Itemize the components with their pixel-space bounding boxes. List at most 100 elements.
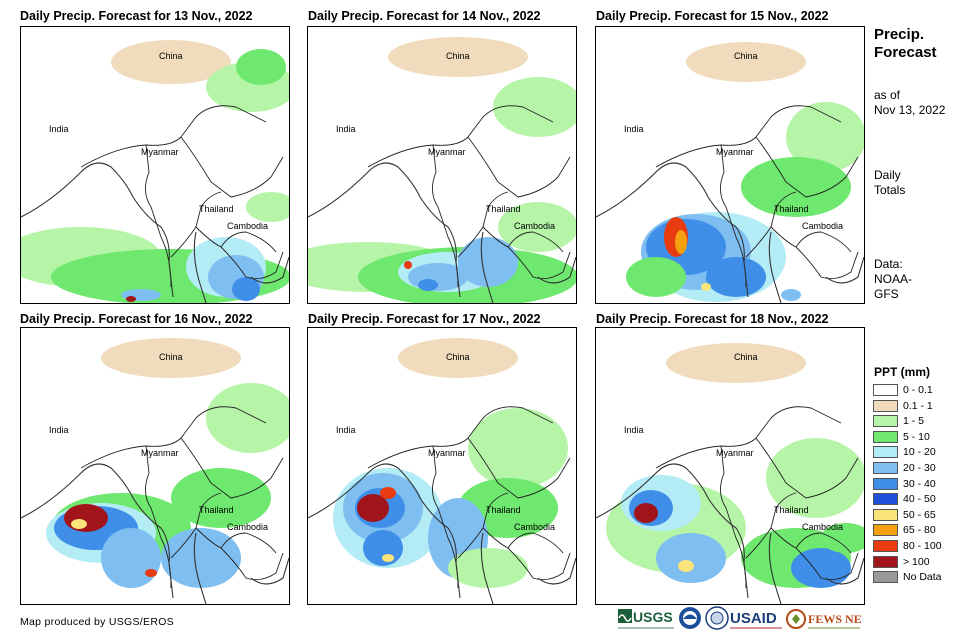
coastline (21, 162, 289, 303)
data-source-line1: Data: (874, 257, 903, 271)
legend-item: 1 - 5 (873, 414, 963, 429)
country-label-cambodia: Cambodia (227, 522, 268, 532)
side-title: Precip. Forecast (874, 26, 937, 62)
country-label-china: China (159, 51, 183, 61)
country-label-india: India (336, 124, 356, 134)
precip-area (206, 383, 289, 453)
usaid-logo: USAID (730, 610, 782, 629)
country-label-cambodia: Cambodia (514, 221, 555, 231)
as-of-label: as of (874, 88, 901, 102)
precip-area (161, 528, 241, 588)
precip-area (111, 40, 231, 84)
legend-item: No Data (873, 570, 963, 585)
legend-label: 40 - 50 (903, 493, 936, 506)
precip-area (786, 102, 864, 172)
precip-area (232, 277, 260, 301)
legend-label: 65 - 80 (903, 524, 936, 537)
precip-area (171, 468, 271, 528)
totals-line2: Totals (874, 183, 906, 197)
precip-area (448, 548, 528, 588)
legend-swatch (873, 571, 898, 584)
precip-area (675, 230, 687, 254)
precip-area (71, 519, 87, 529)
country-borders (367, 105, 571, 288)
map-title: Daily Precip. Forecast for 13 Nov., 2022 (20, 9, 253, 23)
legend-label: No Data (903, 571, 942, 584)
country-label-thailand: Thailand (774, 505, 809, 515)
country-label-myanmar: Myanmar (141, 448, 179, 458)
precip-area (380, 487, 396, 499)
fewsnet-logo: FEWS NET (786, 609, 862, 629)
country-label-myanmar: Myanmar (141, 147, 179, 157)
data-source-line2: NOAA- (874, 272, 913, 286)
legend-swatch (873, 524, 898, 537)
coastline (596, 463, 864, 604)
country-label-china: China (159, 352, 183, 362)
precip-area (701, 283, 711, 291)
legend-item: 5 - 10 (873, 430, 963, 445)
precip-area (791, 548, 851, 588)
country-label-india: India (49, 124, 69, 134)
forecast-map: China India Myanmar Thailand Cambodia (20, 26, 290, 304)
precip-area (468, 408, 568, 488)
precip-area (781, 289, 801, 301)
country-label-india: India (624, 124, 644, 134)
precip-area (404, 261, 412, 269)
legend-swatch (873, 430, 898, 443)
usgs-logo-text: USGS (633, 609, 673, 625)
country-label-myanmar: Myanmar (428, 448, 466, 458)
map-canvas: China India Myanmar Thailand Cambodia (596, 27, 864, 303)
precip-area (64, 504, 108, 532)
country-label-myanmar: Myanmar (428, 147, 466, 157)
legend-swatch (873, 493, 898, 506)
map-title: Daily Precip. Forecast for 15 Nov., 2022 (596, 9, 829, 23)
legend-item: 30 - 40 (873, 477, 963, 492)
precip-area (493, 77, 576, 137)
country-label-myanmar: Myanmar (716, 448, 754, 458)
map-canvas: China India Myanmar Thailand Cambodia (21, 328, 289, 604)
precip-area (498, 202, 576, 252)
precip-area (145, 569, 157, 577)
country-label-cambodia: Cambodia (802, 221, 843, 231)
side-title-line2: Forecast (874, 44, 937, 61)
legend-label: 50 - 65 (903, 508, 936, 521)
totals-note: Daily Totals (874, 168, 905, 198)
country-label-china: China (446, 352, 470, 362)
forecast-map: China India Myanmar Thailand Cambodia (595, 26, 865, 304)
map-canvas: China India Myanmar Thailand Cambodia (596, 328, 864, 604)
legend-item: 0 - 0.1 (873, 383, 963, 398)
legend-item: 65 - 80 (873, 523, 963, 538)
forecast-map: China India Myanmar Thailand Cambodia (307, 327, 577, 605)
precip-area (236, 49, 286, 85)
data-source-line3: GFS (874, 287, 899, 301)
country-label-thailand: Thailand (486, 204, 521, 214)
precip-area (706, 257, 766, 297)
country-label-china: China (734, 352, 758, 362)
fewsnet-logo-text: FEWS NET (808, 612, 862, 626)
legend-item: 40 - 50 (873, 492, 963, 507)
legend-item: 80 - 100 (873, 539, 963, 554)
legend-swatch (873, 508, 898, 521)
legend-swatch (873, 555, 898, 568)
country-borders (367, 406, 571, 589)
legend-label: 0.1 - 1 (903, 399, 933, 412)
legend-swatch (873, 477, 898, 490)
country-label-china: China (446, 51, 470, 61)
precip-area (686, 42, 806, 82)
legend-label: 5 - 10 (903, 430, 930, 443)
country-label-india: India (336, 425, 356, 435)
country-label-thailand: Thailand (199, 505, 234, 515)
as-of-value: Nov 13, 2022 (874, 103, 946, 117)
legend-label: 10 - 20 (903, 446, 936, 459)
country-label-myanmar: Myanmar (716, 147, 754, 157)
precip-area (126, 296, 136, 302)
precip-area (382, 554, 394, 562)
country-borders (655, 406, 859, 589)
legend-swatch (873, 462, 898, 474)
legend-label: 0 - 0.1 (903, 384, 933, 396)
legend-swatch (873, 384, 898, 396)
precip-area (741, 157, 851, 217)
forecast-map: China India Myanmar Thailand Cambodia (595, 327, 865, 605)
data-source: Data: NOAA- GFS (874, 257, 912, 302)
country-borders (80, 406, 284, 589)
